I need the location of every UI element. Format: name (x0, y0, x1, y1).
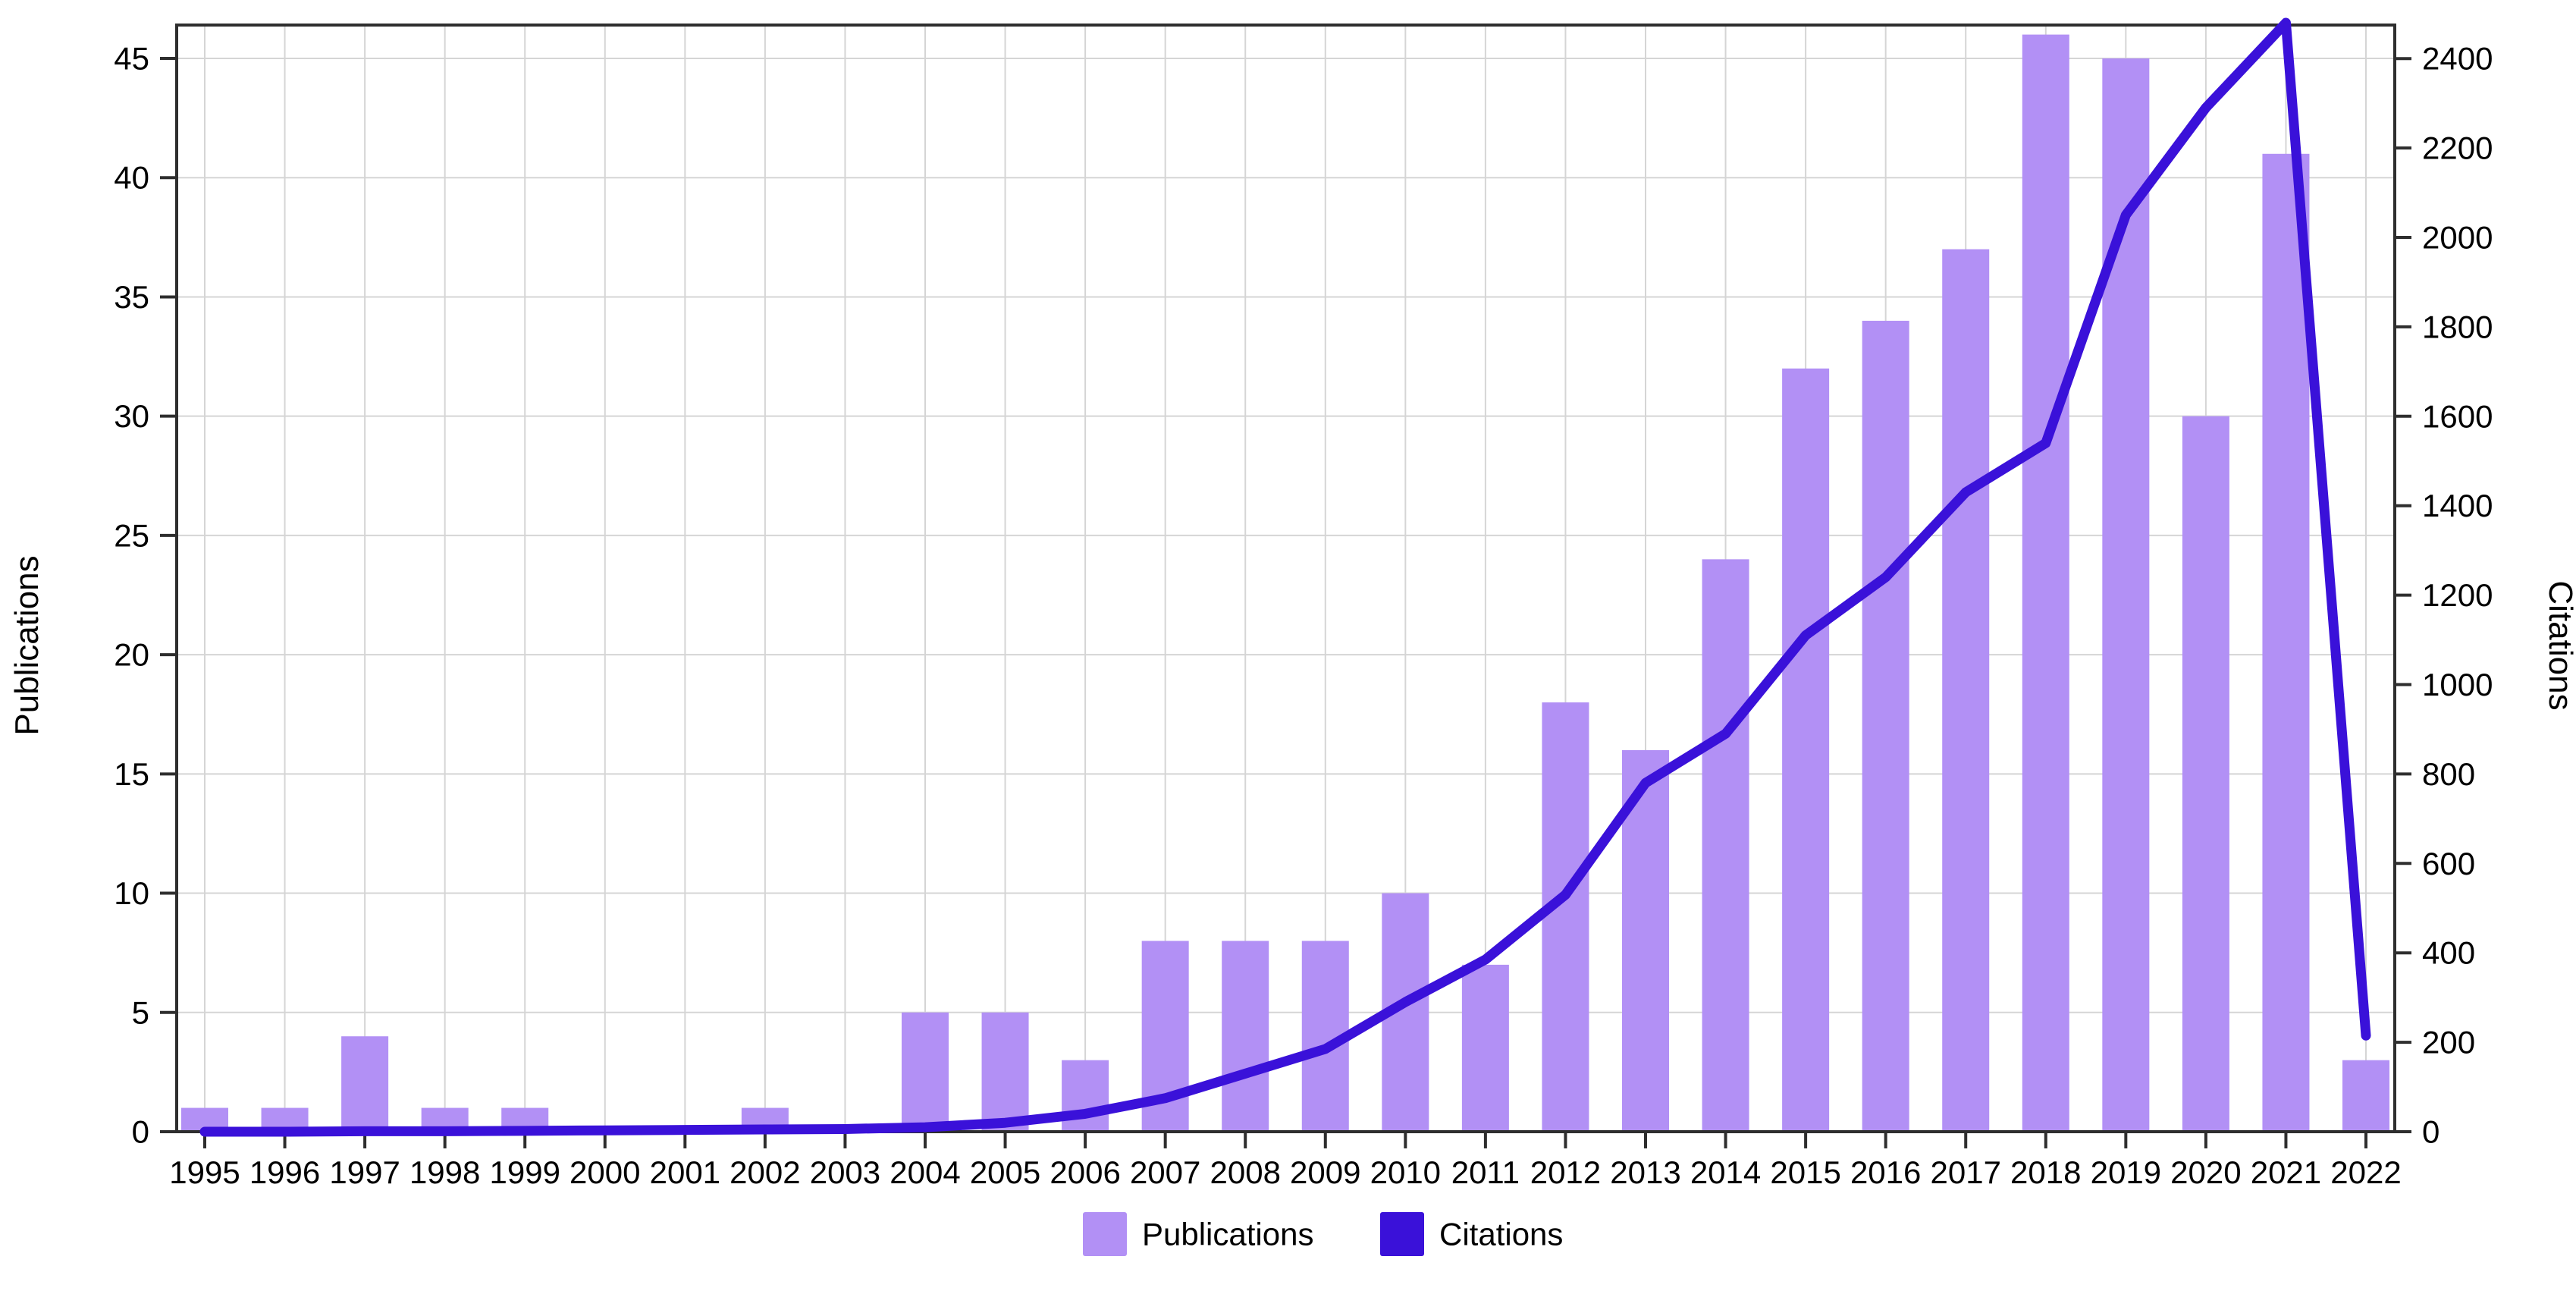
x-axis-tick-label: 2019 (2091, 1154, 2161, 1190)
x-axis-tick-label: 2010 (1370, 1154, 1441, 1190)
x-axis-tick-label: 1999 (490, 1154, 560, 1190)
x-axis-tick-label: 2011 (1451, 1154, 1520, 1190)
bar-2011 (1461, 964, 1509, 1132)
right-axis-tick-label: 600 (2422, 846, 2475, 881)
x-axis-tick-label: 2008 (1210, 1154, 1281, 1190)
x-axis-tick-label: 2009 (1290, 1154, 1360, 1190)
bar-2004 (902, 1012, 949, 1132)
legend-swatch-publications (1083, 1212, 1127, 1256)
right-axis-tick-label: 1600 (2422, 398, 2493, 434)
citations-line (199, 17, 2371, 1137)
bar-2016 (1862, 320, 1909, 1132)
left-axis-title: Publications (8, 555, 45, 735)
bar-2008 (1222, 941, 1269, 1132)
bar-2014 (1702, 559, 1749, 1132)
x-axis-tick-label: 2005 (970, 1154, 1040, 1190)
x-axis-tick-label: 2004 (890, 1154, 960, 1190)
x-axis-tick-label: 1997 (329, 1154, 400, 1190)
bar-2006 (1062, 1060, 1109, 1132)
left-axis-tick-label: 10 (114, 875, 149, 911)
right-axis-tick-label: 800 (2422, 756, 2475, 792)
x-axis-tick-label: 2001 (650, 1154, 720, 1190)
right-axis-tick-label: 0 (2422, 1114, 2440, 1150)
x-axis-tick-label: 2007 (1130, 1154, 1200, 1190)
x-axis-tick-label: 2012 (1530, 1154, 1601, 1190)
bar-2013 (1622, 749, 1669, 1132)
right-axis-tick-label: 1400 (2422, 488, 2493, 523)
right-axis-tick-label: 2000 (2422, 220, 2493, 256)
x-axis-tick-label: 2015 (1770, 1154, 1840, 1190)
bar-2021 (2262, 153, 2310, 1132)
x-axis-tick-label: 2003 (810, 1154, 880, 1190)
bar-2012 (1542, 702, 1589, 1132)
x-axis-tick-label: 1998 (409, 1154, 480, 1190)
legend-label-citations: Citations (1439, 1217, 1563, 1252)
x-axis-tick-label: 2000 (569, 1154, 640, 1190)
right-axis-tick-label: 2400 (2422, 41, 2493, 77)
right-axis-tick-label: 2200 (2422, 130, 2493, 166)
legend: Publications Citations (1083, 1212, 1563, 1256)
right-axis-title: Citations (2542, 580, 2576, 710)
right-axis-tick-label: 1000 (2422, 667, 2493, 702)
tick-labels: 0 5 10 15 20 25 30 35 40 45 0 200 400 600 800 1000 1200 1… (114, 41, 2493, 1190)
bar-2020 (2182, 416, 2229, 1132)
x-axis-tick-label: 2013 (1610, 1154, 1680, 1190)
right-axis-tick-label: 1200 (2422, 577, 2493, 613)
frame-rect (175, 24, 2396, 1133)
bar-2017 (1942, 249, 1990, 1132)
right-axis-tick-label: 200 (2422, 1025, 2475, 1060)
left-axis-tick-label: 5 (132, 994, 149, 1030)
x-axis-tick-label: 2017 (1931, 1154, 2001, 1190)
left-axis-tick-label: 35 (114, 279, 149, 315)
legend-swatch-citations (1380, 1212, 1424, 1256)
left-axis-tick-label: 40 (114, 160, 149, 196)
left-axis-tick-label: 25 (114, 517, 149, 553)
bar-2005 (981, 1012, 1029, 1132)
x-axis-tick-label: 2014 (1690, 1154, 1761, 1190)
bar-2015 (1782, 368, 1830, 1132)
publications-bars (181, 34, 2389, 1132)
left-axis-tick-label: 0 (132, 1114, 149, 1150)
x-axis-tick-label: 2022 (2330, 1154, 2401, 1190)
left-axis-tick-label: 30 (114, 398, 149, 434)
right-axis-tick-label: 1800 (2422, 309, 2493, 344)
right-axis-tick-label: 400 (2422, 935, 2475, 971)
x-axis-tick-label: 2002 (730, 1154, 800, 1190)
x-axis-tick-label: 2020 (2170, 1154, 2241, 1190)
legend-label-publications: Publications (1142, 1217, 1313, 1252)
x-axis-tick-label: 2018 (2010, 1154, 2081, 1190)
x-axis-tick-label: 2006 (1050, 1154, 1120, 1190)
bar-1997 (341, 1036, 389, 1132)
x-axis-tick-label: 2021 (2251, 1154, 2321, 1190)
plot-frame (160, 24, 2411, 1148)
left-axis-tick-label: 20 (114, 637, 149, 673)
x-axis-tick-label: 1995 (169, 1154, 240, 1190)
left-axis-tick-label: 15 (114, 756, 149, 792)
x-axis-tick-label: 2016 (1850, 1154, 1921, 1190)
x-axis-tick-label: 1996 (249, 1154, 320, 1190)
left-axis-tick-label: 45 (114, 41, 149, 77)
bar-2019 (2102, 58, 2150, 1132)
bar-2018 (2022, 34, 2069, 1132)
bar-2022 (2342, 1060, 2389, 1132)
